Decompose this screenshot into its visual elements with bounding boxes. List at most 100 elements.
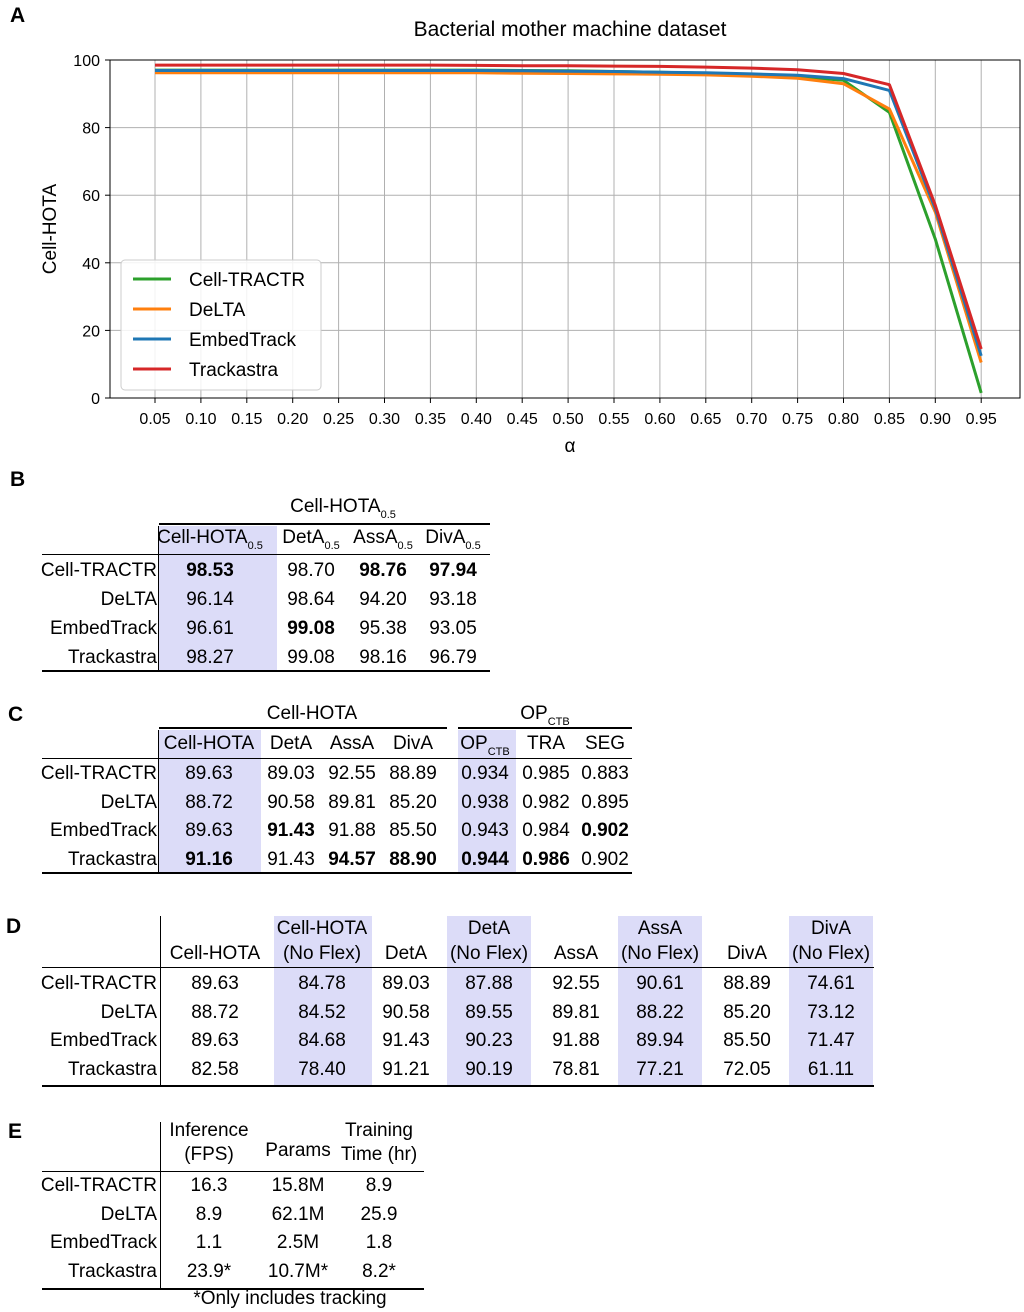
table-cell: 15.8M (271, 1175, 325, 1196)
chart-series (155, 63, 983, 394)
table-cell: 94.57 (328, 848, 376, 870)
table-cell: 96.79 (429, 647, 477, 668)
y-tick-label: 20 (82, 323, 100, 340)
row-label: Trackastra (67, 1059, 157, 1081)
table-cell: 91.43 (267, 820, 315, 841)
row-label: EmbedTrack (50, 618, 157, 639)
column-header: Cell-HOTA (163, 733, 255, 754)
column-header: TRA (527, 733, 565, 754)
table-cell: 71.47 (807, 1030, 855, 1052)
table-cell: 97.94 (429, 560, 477, 581)
x-tick-label: 0.60 (644, 411, 675, 428)
table-cell: 98.53 (186, 560, 234, 581)
panel-label-d: D (6, 915, 22, 938)
column-header: Cell-HOTA0.5 (157, 527, 263, 552)
x-tick-label: 0.90 (920, 411, 951, 428)
table-footnote: *Only includes tracking (193, 1288, 387, 1309)
chart-title: Bacterial mother machine dataset (414, 18, 727, 41)
x-tick-label: 0.80 (828, 411, 859, 428)
x-tick-label: 0.95 (966, 411, 997, 428)
column-header: AssA (553, 943, 599, 964)
row-label: Trackastra (67, 647, 157, 668)
legend-label: EmbedTrack (189, 330, 296, 351)
table-cell: 87.88 (465, 973, 513, 994)
table-cell: 0.902 (581, 820, 629, 841)
column-header: DivA0.5 (425, 527, 481, 552)
table-cell: 82.58 (191, 1059, 239, 1081)
table-cell: 91.21 (382, 1059, 430, 1081)
column-header: Time (hr) (340, 1144, 418, 1165)
legend-label: DeLTA (189, 300, 246, 321)
table-cell: 88.90 (389, 848, 437, 870)
x-tick-label: 0.30 (369, 411, 400, 428)
highlight-col (274, 916, 372, 1086)
column-header: Params (265, 1140, 331, 1161)
row-label: EmbedTrack (50, 820, 157, 841)
table-cell: 98.70 (287, 560, 335, 581)
x-tick-label: 0.50 (553, 411, 584, 428)
x-axis-label: α (565, 436, 576, 457)
table-cell: 8.9 (195, 1203, 223, 1225)
highlight-col (447, 916, 531, 1086)
row-label: Cell-TRACTR (40, 1175, 157, 1196)
table-cell: 90.23 (465, 1030, 513, 1052)
table-cell: 78.81 (552, 1059, 600, 1081)
column-header: Cell-HOTA (276, 918, 368, 939)
column-header: Cell-HOTA (169, 943, 261, 964)
table-cell: 77.21 (636, 1059, 684, 1081)
column-header: OPCTB (460, 733, 510, 758)
x-tick-label: 0.85 (874, 411, 905, 428)
table-cell: 98.27 (186, 647, 234, 668)
column-header: DetA0.5 (282, 527, 340, 552)
table-cell: 99.08 (287, 618, 335, 639)
y-tick-label: 60 (82, 188, 100, 205)
x-tick-label: 0.15 (231, 411, 262, 428)
table-cell: 89.94 (636, 1030, 684, 1052)
column-header: (No Flex) (449, 943, 529, 964)
row-label: Trackastra (67, 1261, 157, 1283)
table-cell: 25.9 (360, 1203, 398, 1225)
table-cell: 0.982 (522, 791, 570, 813)
row-label: Cell-TRACTR (40, 560, 157, 581)
table-cell: 95.38 (359, 618, 407, 639)
table-cell: 78.40 (298, 1059, 346, 1081)
table-cell: 0.938 (461, 791, 509, 813)
table-cell: 90.58 (382, 1001, 430, 1023)
line-chart: Bacterial mother machine dataset 0.05 0.1… (40, 18, 1021, 457)
column-header: AssA (637, 918, 683, 939)
table-cell: 93.05 (429, 618, 477, 639)
y-tick-label: 100 (73, 53, 100, 70)
table-cell: 92.55 (552, 973, 600, 994)
chart-legend: Cell-TRACTR DeLTA EmbedTrack Trackastra (120, 259, 322, 391)
column-header: DetA (269, 733, 313, 754)
x-tick-label: 0.25 (323, 411, 354, 428)
table-cell: 85.50 (723, 1030, 771, 1052)
highlight-col (458, 730, 516, 874)
table-cell: 84.68 (298, 1030, 346, 1052)
column-header: Training (345, 1120, 413, 1141)
table-cell: 88.89 (389, 763, 437, 784)
column-header: (No Flex) (282, 943, 362, 964)
table-cell: 1.1 (195, 1232, 223, 1254)
table-cell: 91.43 (382, 1030, 430, 1052)
row-label: DeLTA (100, 589, 157, 610)
row-label: DeLTA (100, 1203, 157, 1225)
table-cell: 85.20 (723, 1001, 771, 1023)
panel-label-b: B (10, 468, 26, 491)
table-c: Cell-HOTA OPCTB Cell-HOTA DetA AssA DivA OPC… (0, 700, 640, 880)
table-cell: 0.986 (522, 848, 570, 870)
y-tick-label: 40 (82, 256, 100, 273)
series-line (155, 69, 983, 357)
table-cell: 90.19 (465, 1059, 513, 1081)
table-cell: 99.08 (287, 647, 335, 668)
table-cell: 98.76 (359, 560, 407, 581)
series-line (155, 71, 983, 363)
row-label: Cell-TRACTR (40, 973, 157, 994)
table-cell: 88.22 (636, 1001, 684, 1023)
table-cell: 88.72 (185, 791, 233, 813)
table-cell: 91.43 (267, 848, 315, 870)
x-tick-label: 0.70 (736, 411, 767, 428)
table-cell: 89.63 (191, 973, 239, 994)
table-cell: 72.05 (723, 1059, 771, 1081)
table-cell: 0.934 (461, 763, 509, 784)
